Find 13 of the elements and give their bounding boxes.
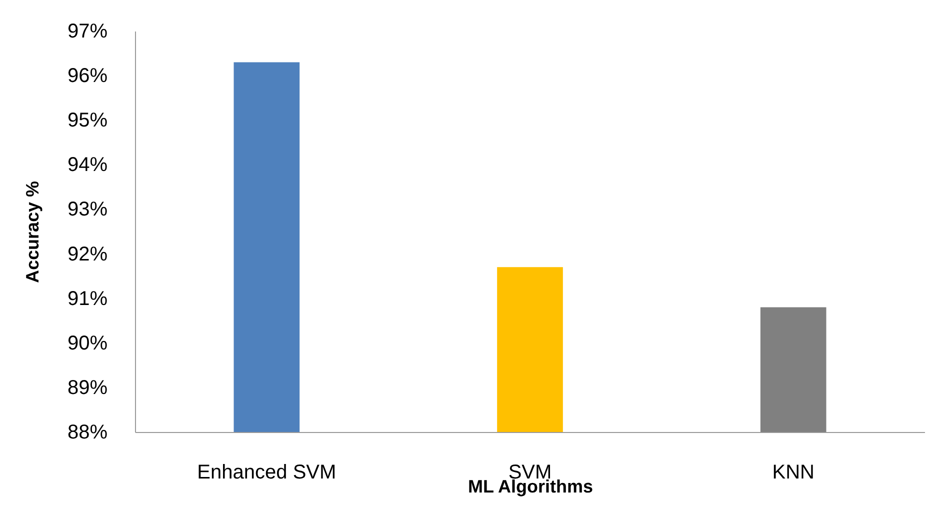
y-tick-label: 92%: [67, 243, 108, 266]
y-tick-label: 97%: [67, 20, 108, 42]
y-tick-label: 96%: [67, 65, 108, 88]
y-tick-label: 91%: [67, 288, 108, 310]
x-tick-label: KNN: [772, 462, 814, 484]
y-axis-title: Accuracy %: [22, 180, 42, 284]
y-tick-label: 95%: [67, 110, 108, 132]
y-tick-label: 94%: [67, 154, 108, 176]
y-tick-label: 93%: [67, 198, 108, 221]
y-tick-label: 90%: [67, 332, 108, 354]
x-tick-label: Enhanced SVM: [197, 462, 336, 484]
y-tick-label: 88%: [67, 422, 108, 444]
y-tick-label: 89%: [67, 376, 108, 399]
